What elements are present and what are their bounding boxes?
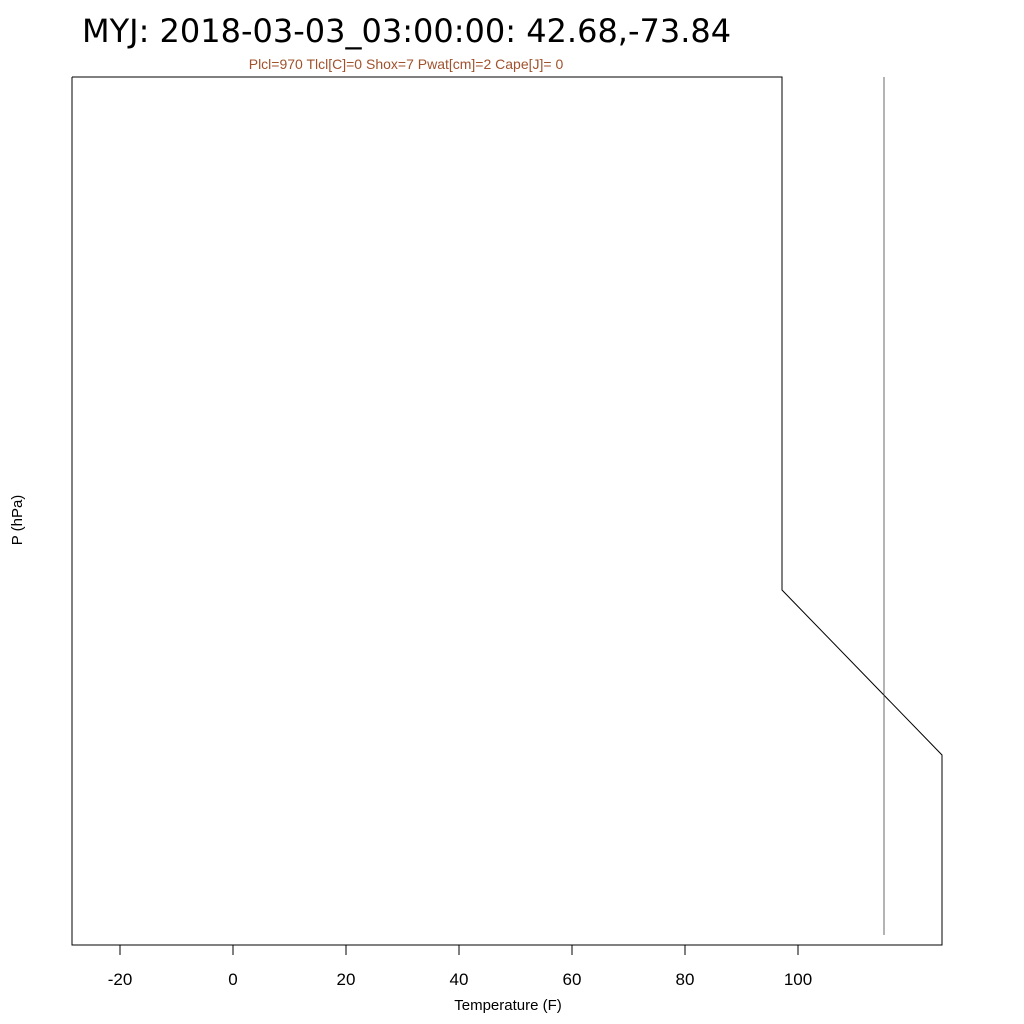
x-tick-label: 60 bbox=[563, 970, 582, 989]
x-tick-label: 40 bbox=[450, 970, 469, 989]
x-tick-label: 80 bbox=[676, 970, 695, 989]
x-tick-label: 20 bbox=[337, 970, 356, 989]
chart-subtitle: Plcl=970 Tlcl[C]=0 Shox=7 Pwat[cm]=2 Cap… bbox=[249, 56, 564, 72]
chart-title: MYJ: 2018-03-03_03:00:00: 42.68,-73.84 bbox=[82, 12, 731, 50]
x-axis-label: Temperature (F) bbox=[454, 997, 562, 1014]
x-tick-label: -20 bbox=[108, 970, 133, 989]
y-axis-label: P (hPa) bbox=[9, 495, 26, 546]
plot-frame bbox=[71, 76, 943, 946]
x-tick-label: 0 bbox=[228, 970, 237, 989]
x-tick-label: 100 bbox=[784, 970, 812, 989]
axes: -200204060801001001502002503004005007008… bbox=[108, 945, 812, 989]
wind-barbs bbox=[883, 77, 885, 935]
